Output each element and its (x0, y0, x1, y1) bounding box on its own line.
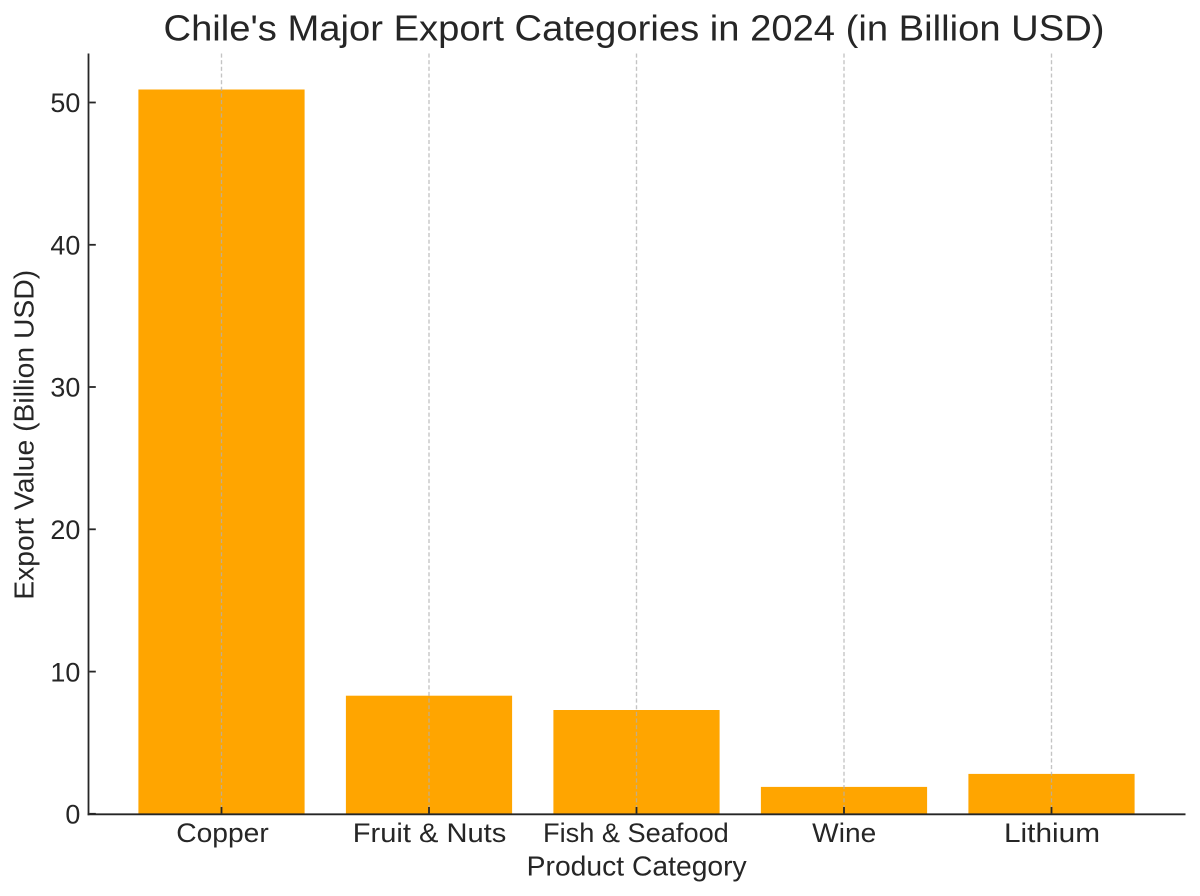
svg-text:0: 0 (65, 800, 80, 830)
svg-text:50: 50 (50, 88, 80, 118)
svg-text:Export Value (Billion USD): Export Value (Billion USD) (9, 270, 40, 600)
svg-text:20: 20 (50, 515, 80, 545)
svg-text:30: 30 (50, 373, 80, 403)
svg-text:Fruit & Nuts: Fruit & Nuts (353, 818, 507, 848)
svg-text:Fish & Seafood: Fish & Seafood (543, 818, 729, 848)
svg-text:Wine: Wine (812, 818, 876, 848)
svg-text:10: 10 (50, 657, 80, 687)
svg-text:Copper: Copper (176, 818, 269, 848)
svg-text:Chile's Major Export Categorie: Chile's Major Export Categories in 2024 … (164, 8, 1105, 49)
svg-text:Lithium: Lithium (1004, 818, 1100, 848)
svg-text:Product Category: Product Category (527, 850, 747, 881)
svg-text:40: 40 (50, 231, 80, 261)
